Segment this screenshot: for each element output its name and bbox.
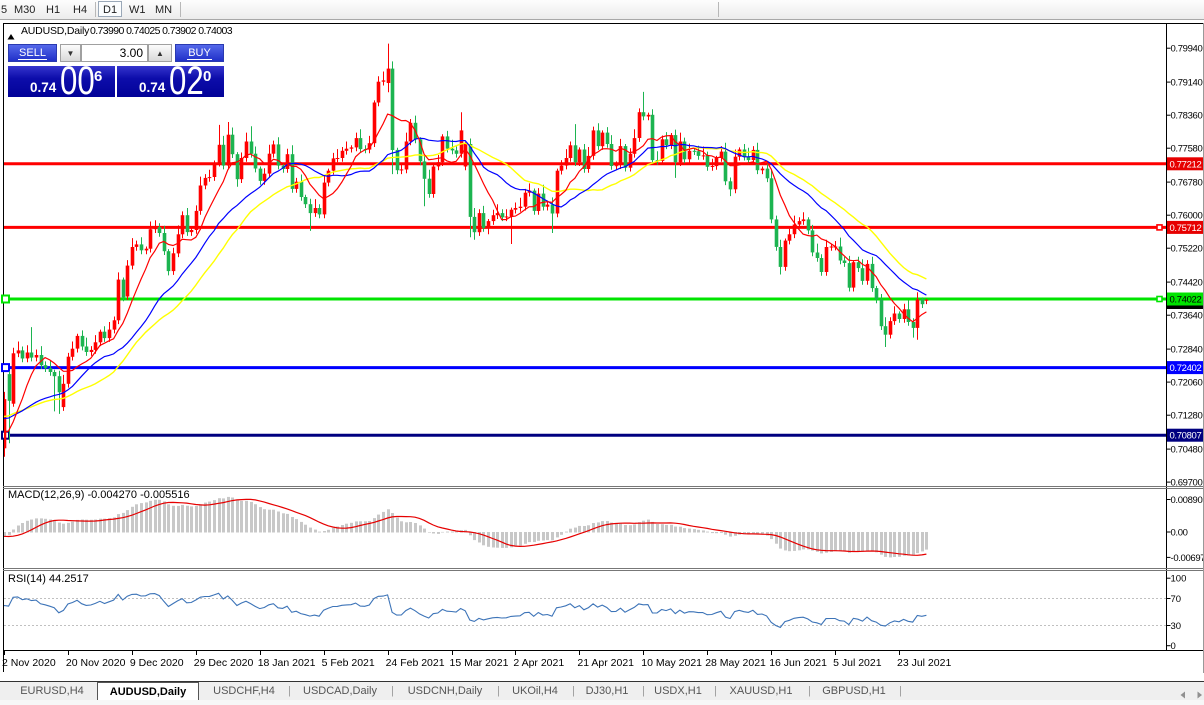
- svg-text:-0.00697: -0.00697: [1171, 553, 1204, 564]
- svg-text:2 Apr 2021: 2 Apr 2021: [513, 657, 564, 669]
- svg-text:5 Jul 2021: 5 Jul 2021: [833, 657, 882, 669]
- svg-text:0.76780: 0.76780: [1171, 178, 1203, 189]
- svg-text:70: 70: [1171, 594, 1182, 605]
- svg-text:0.72060: 0.72060: [1171, 378, 1203, 389]
- svg-text:0.72840: 0.72840: [1171, 345, 1203, 356]
- svg-text:0.73640: 0.73640: [1171, 311, 1203, 322]
- svg-text:5 Feb 2021: 5 Feb 2021: [322, 657, 375, 669]
- svg-text:28 May 2021: 28 May 2021: [705, 657, 766, 669]
- svg-text:0.70807: 0.70807: [1170, 431, 1202, 442]
- svg-text:0.74420: 0.74420: [1171, 278, 1203, 289]
- svg-text:9 Dec 2020: 9 Dec 2020: [130, 657, 184, 669]
- svg-text:0.75220: 0.75220: [1171, 244, 1203, 255]
- svg-text:0: 0: [1171, 641, 1176, 652]
- svg-text:0.72402: 0.72402: [1170, 363, 1202, 374]
- svg-text:0.75712: 0.75712: [1170, 223, 1202, 234]
- svg-text:0.77212: 0.77212: [1170, 159, 1202, 170]
- svg-text:18 Jan 2021: 18 Jan 2021: [258, 657, 316, 669]
- svg-text:0.74022: 0.74022: [1170, 295, 1202, 306]
- svg-text:29 Dec 2020: 29 Dec 2020: [194, 657, 254, 669]
- svg-text:2 Nov 2020: 2 Nov 2020: [2, 657, 56, 669]
- svg-text:0.77580: 0.77580: [1171, 144, 1203, 155]
- svg-text:15 Mar 2021: 15 Mar 2021: [450, 657, 509, 669]
- svg-text:0.008903: 0.008903: [1171, 495, 1204, 506]
- svg-text:0.79940: 0.79940: [1171, 44, 1203, 55]
- svg-text:10 May 2021: 10 May 2021: [641, 657, 702, 669]
- svg-text:0.78360: 0.78360: [1171, 111, 1203, 122]
- svg-text:23 Jul 2021: 23 Jul 2021: [897, 657, 951, 669]
- svg-text:0.71280: 0.71280: [1171, 411, 1203, 422]
- svg-text:30: 30: [1171, 621, 1182, 632]
- svg-text:21 Apr 2021: 21 Apr 2021: [577, 657, 634, 669]
- svg-text:0.70480: 0.70480: [1171, 445, 1203, 456]
- svg-text:20 Nov 2020: 20 Nov 2020: [66, 657, 126, 669]
- svg-text:0.76000: 0.76000: [1171, 211, 1203, 222]
- svg-text:16 Jun 2021: 16 Jun 2021: [769, 657, 827, 669]
- svg-text:0.79140: 0.79140: [1171, 78, 1203, 89]
- svg-text:100: 100: [1171, 574, 1187, 585]
- svg-text:24 Feb 2021: 24 Feb 2021: [386, 657, 445, 669]
- svg-text:0.69700: 0.69700: [1171, 478, 1203, 489]
- svg-text:0.00: 0.00: [1171, 528, 1188, 539]
